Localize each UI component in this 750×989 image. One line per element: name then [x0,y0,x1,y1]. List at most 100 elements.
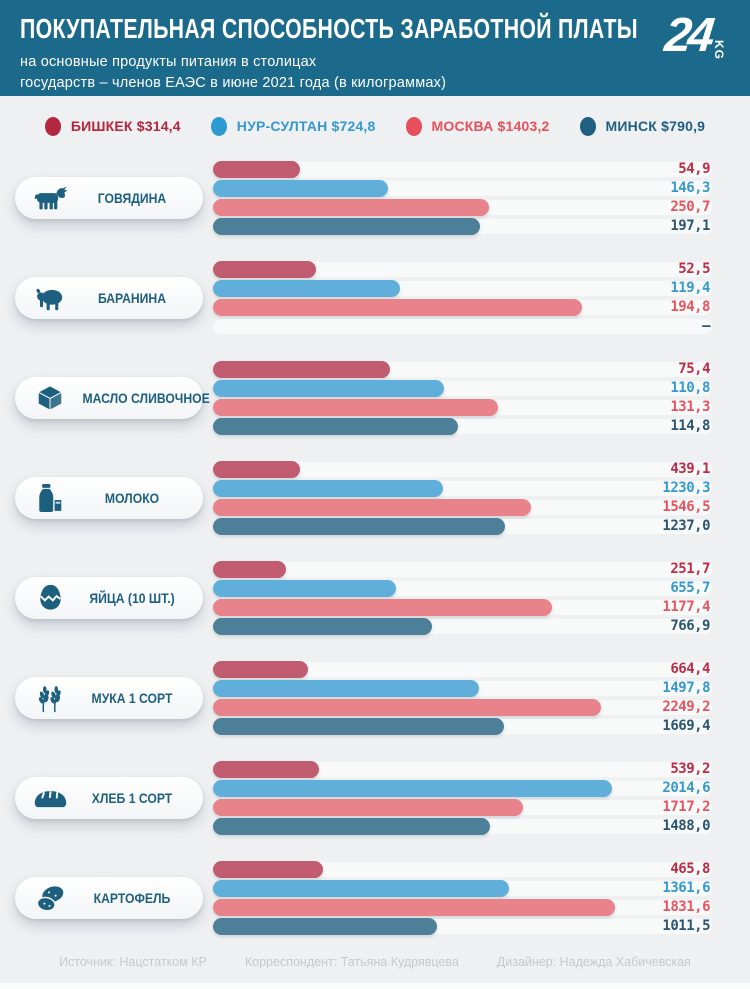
legend-dot-icon [405,116,422,136]
category-pill: МАСЛО СЛИВОЧНОЕ [15,377,210,419]
bar-nursultan [213,480,443,497]
category-bars: 664,4 1497,8 2249,2 1669,4 [213,661,712,735]
value-moscow: 131,3 [670,399,710,415]
bar-row-bishkek: 539,2 [213,761,712,778]
category-row: ГОВЯДИНА 54,9 146,3 250,7 197,1 [0,160,750,236]
value-moscow: 1177,4 [662,599,710,615]
value-bishkek: 52,5 [678,261,710,277]
bar-nursultan [213,880,510,897]
subtitle-line-2: государств – членов ЕАЭС в июне 2021 год… [20,74,447,91]
bar-bishkek [213,461,300,478]
value-minsk: 1488,0 [662,818,710,834]
bar-moscow [213,899,616,916]
category-row: МАСЛО СЛИВОЧНОЕ 75,4 110,8 131,3 114,8 [0,360,750,436]
value-moscow: 2249,2 [662,699,710,715]
category-label: МАСЛО СЛИВОЧНОЕ [82,390,210,406]
footer: Источник: Нацстатком КР Корреспондент: Т… [0,955,750,989]
bar-row-nursultan: 655,7 [213,580,712,597]
bar-row-minsk: 114,8 [213,418,712,435]
category-bars: 52,5 119,4 194,8 – [213,261,712,335]
bar-track [213,862,712,877]
bar-row-moscow: 1177,4 [213,599,712,616]
bar-track [213,319,712,334]
bar-minsk [213,918,437,935]
category-bars: 439,1 1230,3 1546,5 1237,0 [213,461,712,535]
value-minsk: – [702,318,710,334]
bar-row-bishkek: 75,4 [213,361,712,378]
bar-bishkek [213,161,300,178]
bar-row-nursultan: 146,3 [213,180,712,197]
bread-icon [27,786,73,810]
bar-minsk [213,618,432,635]
category-pill: БАРАНИНА [15,277,203,319]
bar-track [213,662,712,677]
page-subtitle: на основные продукты питания в столицах … [20,52,750,93]
bar-moscow [213,299,583,316]
bar-row-nursultan: 2014,6 [213,780,712,797]
value-bishkek: 54,9 [678,161,710,177]
category-label: КАРТОФЕЛЬ [93,890,171,906]
bar-minsk [213,818,491,835]
milk-icon [27,483,73,513]
bottom-strip [0,983,750,989]
value-nursultan: 1230,3 [662,480,710,496]
legend-item-москва: МОСКВА $1403,2 [405,116,550,136]
bar-row-minsk: 1237,0 [213,518,712,535]
bar-nursultan [213,580,396,597]
footer-correspondent: Корреспондент: Татьяна Кудрявцева [244,955,459,969]
category-row: КАРТОФЕЛЬ 465,8 1361,6 1831,6 1011,5 [0,860,750,936]
footer-source: Источник: Нацстатком КР [59,955,207,969]
legend-label: НУР-СУЛТАН $724,8 [236,118,376,134]
bar-moscow [213,699,602,716]
value-nursultan: 2014,6 [662,780,710,796]
bar-nursultan [213,180,388,197]
category-label: ГОВЯДИНА [97,190,167,206]
bar-row-minsk: 1488,0 [213,818,712,835]
bar-row-minsk: 1011,5 [213,918,712,935]
value-minsk: 1237,0 [662,518,710,534]
value-moscow: 1831,6 [662,899,710,915]
value-nursultan: 1361,6 [662,880,710,896]
bar-nursultan [213,380,444,397]
page-title: ПОКУПАТЕЛЬНАЯ СПОСОБНОСТЬ ЗАРАБОТНОЙ ПЛА… [20,13,638,44]
value-bishkek: 664,4 [670,661,710,677]
category-label: МОЛОКО [104,490,160,506]
category-row: МУКА 1 СОРТ 664,4 1497,8 2249,2 1669,4 [0,660,750,736]
category-row: ХЛЕБ 1 СОРТ 539,2 2014,6 1717,2 1488,0 [0,760,750,836]
legend-label: МОСКВА $1403,2 [431,118,550,134]
bar-track [213,262,712,277]
bar-row-moscow: 1831,6 [213,899,712,916]
cow-icon [27,185,73,211]
category-pill: ГОВЯДИНА [15,177,203,219]
bar-row-minsk: 1669,4 [213,718,712,735]
bar-track [213,462,712,477]
value-bishkek: 439,1 [670,461,710,477]
footer-designer: Дизайнер: Надежда Хабичевская [496,955,691,969]
category-row: МОЛОКО 439,1 1230,3 1546,5 1237,0 [0,460,750,536]
logo-number: 24 [661,9,713,62]
bar-row-nursultan: 1230,3 [213,480,712,497]
category-label: ХЛЕБ 1 СОРТ [91,790,173,806]
bar-moscow [213,599,553,616]
bar-row-moscow: 2249,2 [213,699,712,716]
bar-track [213,562,712,577]
logo-24kg: 24 KG [661,9,726,62]
value-minsk: 1011,5 [662,918,710,934]
bar-bishkek [213,361,390,378]
bar-row-bishkek: 52,5 [213,261,712,278]
category-pill: ХЛЕБ 1 СОРТ [15,777,203,819]
legend-dot-icon [44,116,61,136]
category-pill: КАРТОФЕЛЬ [15,877,203,919]
bar-moscow [213,399,499,416]
bar-row-bishkek: 251,7 [213,561,712,578]
bar-row-nursultan: 110,8 [213,380,712,397]
bar-bishkek [213,661,308,678]
bar-row-nursultan: 1497,8 [213,680,712,697]
bar-nursultan [213,280,400,297]
value-bishkek: 75,4 [678,361,710,377]
legend-dot-icon [210,116,227,136]
value-moscow: 1717,2 [662,799,710,815]
bar-row-moscow: 1546,5 [213,499,712,516]
sheep-icon [27,286,73,311]
bar-nursultan [213,780,613,797]
